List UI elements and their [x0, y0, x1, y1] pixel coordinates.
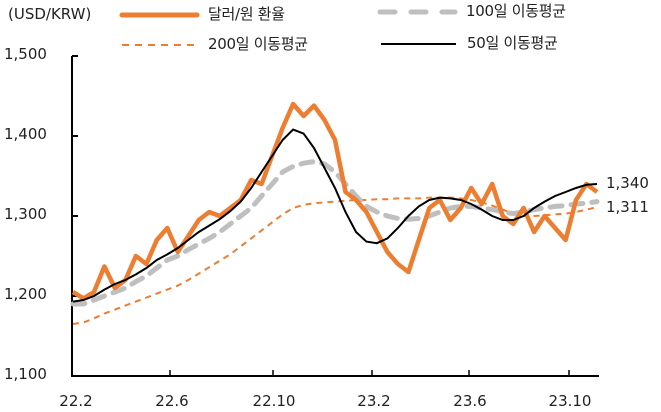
y-tick-label: 1,300 [4, 205, 47, 223]
series-100d-moving-average [70, 159, 600, 307]
series-usd-krw-rate [71, 101, 599, 301]
end-label-200d: 1,311 [606, 198, 649, 216]
series-200d-moving-average [72, 196, 598, 325]
legend-label-50d: 50일 이동평균 [467, 34, 558, 52]
y-tick-label: 1,400 [4, 125, 47, 143]
x-tick-label: 23.10 [548, 392, 592, 410]
x-tick-label: 23.6 [453, 392, 487, 410]
y-tick-label: 1,100 [4, 365, 47, 383]
y-axis-ticks [72, 55, 78, 377]
x-tick-label: 22.10 [252, 392, 296, 410]
y-tick-label: 1,500 [4, 45, 47, 63]
legend-label-fx: 달러/원 환율 [208, 5, 285, 23]
x-tick-label: 23.2 [357, 392, 391, 410]
x-tick-label: 22.6 [155, 392, 189, 410]
legend-label-200d: 200일 이동평균 [208, 35, 308, 53]
x-axis-ticks [71, 370, 570, 376]
x-tick-label: 22.2 [59, 392, 93, 410]
end-label-50d: 1,340 [606, 174, 649, 192]
series-50d-moving-average [72, 128, 598, 303]
unit-label: (USD/KRW) [8, 5, 92, 23]
legend-label-100d: 100일 이동평균 [466, 2, 566, 20]
y-tick-label: 1,200 [4, 285, 47, 303]
